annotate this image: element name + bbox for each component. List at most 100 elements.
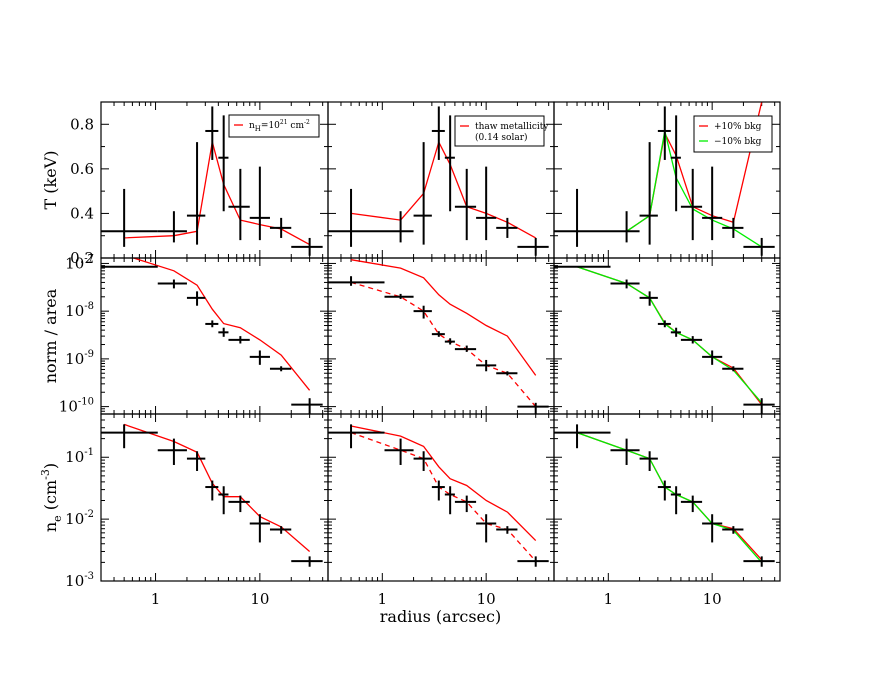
data-point — [157, 438, 187, 465]
panel-T-1 — [100, 101, 329, 259]
panel-ne-2-ticks — [327, 413, 554, 582]
y-tick-label-exp: -7 — [84, 253, 94, 264]
model-line-norm-1-4 — [131, 258, 311, 391]
legend-3: +10% bkg −10% bkg — [693, 115, 773, 153]
data-point — [722, 366, 744, 372]
panel-norm-2 — [327, 257, 555, 415]
data-point — [476, 514, 497, 543]
y-axis-label-ne-exp: -3 — [39, 469, 52, 480]
data-point — [610, 279, 640, 289]
data-point — [670, 327, 681, 337]
panel-ne-1-ticks — [100, 413, 328, 582]
panel-norm-3-model-lines — [576, 266, 763, 405]
data-point — [228, 336, 250, 344]
data-point — [639, 451, 658, 471]
y-tick-label-exp: -9 — [84, 349, 94, 360]
data-point — [328, 424, 385, 449]
y-tick-label: 10-1 — [65, 447, 94, 466]
data-point — [639, 291, 658, 306]
data-point — [384, 293, 414, 299]
y-tick-label-base: 10 — [65, 350, 84, 368]
data-point — [328, 276, 385, 286]
panel-norm-3-frame — [553, 257, 781, 415]
legend-frame — [693, 115, 773, 153]
panel-norm-1-model-lines — [131, 258, 311, 391]
data-point — [454, 345, 477, 352]
panel-ne-3-frame — [553, 413, 781, 582]
y-tick-label-base: 10 — [65, 510, 84, 528]
x-axis-label: radius (arcsec) — [380, 607, 501, 626]
model-line-norm-3-8 — [576, 266, 763, 404]
panel-ne-3-data-points — [554, 424, 775, 567]
data-point — [218, 115, 229, 212]
y-tick-label: 0.8 — [70, 115, 94, 133]
data-point — [431, 106, 445, 160]
panel-T-3 — [553, 101, 781, 259]
data-point — [218, 486, 229, 515]
panel-norm-1-frame — [100, 257, 329, 415]
data-point — [496, 371, 518, 376]
y-tick-label: 10-8 — [65, 301, 94, 320]
data-point — [722, 526, 744, 534]
panel-norm-3-ticks — [553, 258, 780, 414]
data-point — [384, 438, 414, 465]
panel-ne-3-model-lines — [576, 431, 763, 563]
panel-norm-3 — [553, 257, 781, 415]
panel-ne-1-frame — [100, 413, 329, 582]
panel-norm-1-ticks — [100, 258, 328, 414]
legend-label-tail: cm — [288, 121, 305, 131]
legend-frame — [454, 115, 545, 147]
data-point — [205, 106, 219, 160]
data-point — [291, 556, 323, 567]
legend-label-exp2: -2 — [304, 119, 310, 126]
panel-ne-2-frame — [327, 413, 555, 582]
model-line-ne-3-12 — [576, 431, 763, 561]
y-tick-label-exp: -1 — [84, 447, 94, 458]
data-point — [554, 188, 611, 247]
y-axis-label-ne-close: ) — [41, 463, 60, 469]
data-point — [743, 398, 775, 414]
data-point — [454, 495, 477, 513]
y-tick-label-base: 10 — [65, 254, 84, 272]
data-point — [680, 168, 703, 241]
y-tick-label-exp: -3 — [84, 571, 94, 582]
y-tick-label: 10-9 — [65, 349, 94, 368]
panel-ne-3 — [553, 413, 781, 582]
data-point — [249, 166, 270, 241]
panel-T-2-data-points — [328, 106, 549, 256]
legend-label: −10% bkg — [714, 137, 762, 147]
data-point — [702, 350, 723, 365]
data-point — [269, 526, 292, 534]
panels-layer — [100, 101, 781, 582]
y-tick-label: 0.4 — [70, 204, 94, 222]
model-line-ne-2-11 — [350, 431, 537, 562]
data-point — [702, 166, 723, 241]
y-tick-label-base: 10 — [65, 302, 84, 320]
panel-ne-3-ticks — [553, 413, 780, 582]
panel-T-1-ticks — [100, 101, 328, 259]
x-tick-label: 10 — [250, 590, 269, 608]
data-point — [657, 320, 671, 328]
y-axis-label-T: T (keV) — [41, 151, 60, 210]
data-point — [269, 217, 292, 238]
data-point — [517, 402, 549, 414]
model-line-ne-3-13 — [576, 431, 763, 563]
data-point — [186, 451, 206, 471]
legend-frame — [228, 114, 320, 138]
data-point — [610, 438, 640, 465]
data-point — [328, 188, 385, 247]
data-point — [431, 331, 445, 337]
x-tick-label: 10 — [703, 590, 722, 608]
x-tick-label: 10 — [477, 590, 496, 608]
y-tick-label: 10-2 — [65, 509, 94, 528]
panel-ne-2-model-lines — [350, 425, 537, 562]
data-point — [101, 188, 158, 247]
model-line-norm-2-5 — [350, 259, 537, 376]
y-axis-label-ne-base: n — [41, 522, 60, 532]
data-point — [444, 115, 455, 212]
data-point — [157, 211, 187, 243]
panel-ne-1 — [100, 413, 329, 582]
x-tick-label: 1 — [604, 590, 614, 608]
x-tick-label: 1 — [151, 590, 161, 608]
